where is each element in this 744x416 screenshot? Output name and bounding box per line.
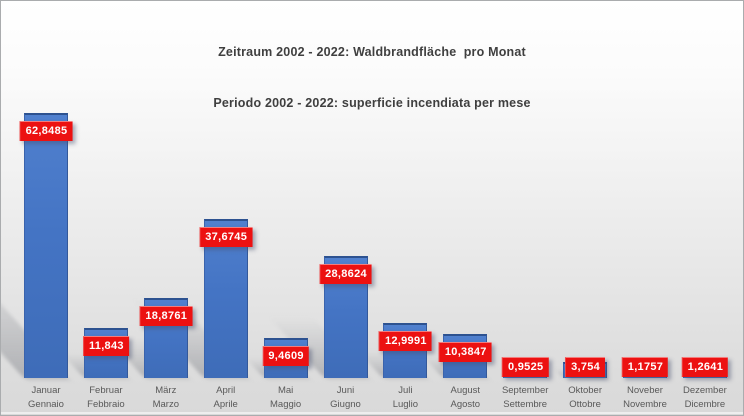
axis-label-german: Januar (31, 385, 61, 396)
chart-title-italian: Periodo 2002 - 2022: superficie incendia… (213, 96, 531, 110)
axis-label-month-2: Februar Febbraio (70, 384, 142, 411)
axis-label-italian: Giugno (330, 398, 361, 410)
axis-label-italian: Agosto (450, 398, 481, 410)
axis-label-german: März (155, 385, 177, 396)
axis-label-german: Juni (336, 385, 355, 396)
axis-label-german: Dezember (682, 385, 727, 396)
bar-value-label: 18,8761 (139, 306, 193, 327)
axis-label-italian: Settembre (503, 398, 548, 410)
axis-label-italian: Aprile (213, 398, 238, 410)
bar-value-label: 12,9991 (378, 331, 432, 352)
bar-value-label: 9,4609 (262, 346, 309, 367)
axis-label-german: August (450, 385, 481, 396)
bar-value-label: 3,754 (565, 357, 606, 377)
axis-label-german: Juli (398, 385, 413, 396)
bar-value-label: 28,8624 (319, 264, 372, 285)
axis-label-german: Februar (89, 385, 123, 396)
bar-value-label: 0,9525 (501, 357, 549, 377)
bar-month-1 (24, 113, 68, 378)
bar-value-label: 62,8485 (19, 120, 73, 141)
bar-value-label: 1,1757 (621, 357, 669, 377)
bar-value-label: 10,3847 (438, 342, 492, 363)
axis-label-italian: Novembre (623, 398, 667, 410)
axis-label-month-8: August Agosto (429, 384, 501, 411)
axis-label-month-3: März Marzo (130, 384, 202, 411)
axis-label-german: Noveber (627, 385, 663, 396)
chart-title: Zeitraum 2002 - 2022: Waldbrandfläche pr… (1, 10, 743, 146)
axis-label-italian: Marzo (152, 398, 179, 410)
axis-label-month-12: Dezember Dicembre (669, 384, 741, 411)
axis-label-italian: Luglio (392, 398, 419, 410)
chart-title-german: Zeitraum 2002 - 2022: Waldbrandfläche pr… (218, 45, 526, 59)
axis-label-italian: Ottobre (569, 398, 601, 410)
bar-value-label: 11,843 (82, 336, 129, 357)
axis-label-german: Mai (277, 385, 294, 396)
axis-label-german: Oktober (568, 385, 602, 396)
axis-label-german: April (216, 385, 236, 396)
axis-label-month-10: Oktober Ottobre (549, 384, 621, 411)
axis-label-month-5: Mai Maggio (250, 384, 322, 411)
axis-label-month-4: April Aprile (190, 384, 262, 411)
axis-label-month-1: Januar Gennaio (10, 384, 82, 411)
axis-label-month-7: Juli Luglio (369, 384, 441, 411)
axis-label-month-11: Noveber Novembre (609, 384, 681, 411)
axis-label-italian: Dicembre (684, 398, 726, 410)
axis-label-italian: Gennaio (28, 398, 64, 410)
axis-label-month-6: Juni Giugno (310, 384, 382, 411)
bar-value-label: 1,2641 (681, 357, 729, 377)
bottom-edge-highlight (1, 412, 743, 414)
axis-label-month-9: September Settembre (489, 384, 561, 411)
bar-value-label: 37,6745 (199, 227, 253, 248)
axis-label-italian: Maggio (270, 398, 302, 410)
axis-label-german: September (501, 385, 549, 396)
axis-label-italian: Febbraio (87, 398, 125, 410)
